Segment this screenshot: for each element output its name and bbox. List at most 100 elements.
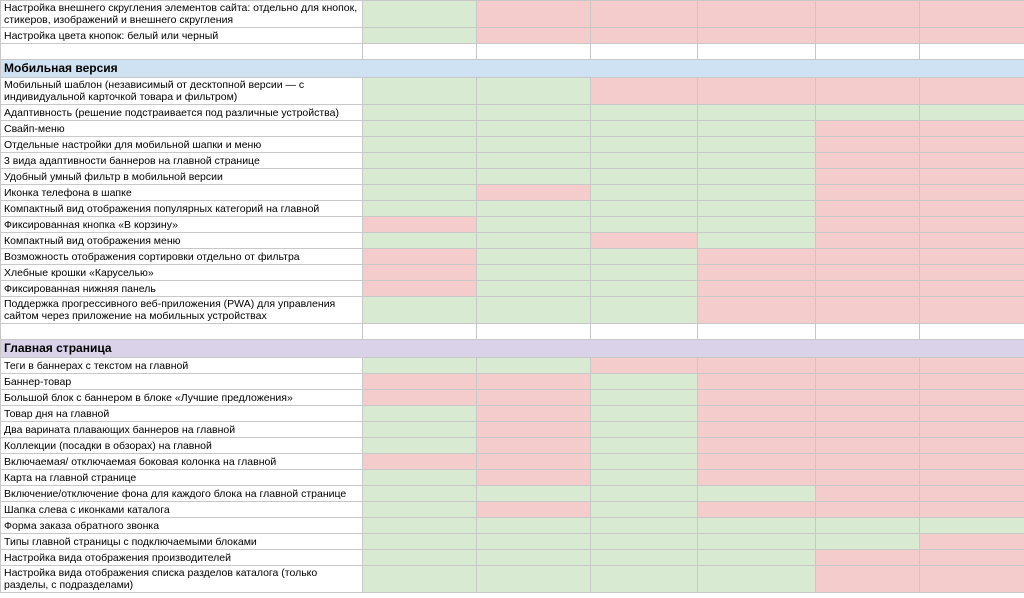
- row: Мобильный шаблон (независимый от десктоп…: [0, 77, 1024, 105]
- status-cell: [590, 469, 698, 486]
- status-cell: [919, 27, 1024, 44]
- status-cell: [815, 389, 920, 406]
- status-cell: [476, 0, 591, 28]
- status-cell: [590, 389, 698, 406]
- status-cell: [590, 27, 698, 44]
- status-cell: [919, 501, 1024, 518]
- status-cell: [590, 517, 698, 534]
- status-cell: [590, 373, 698, 390]
- row: 3 вида адаптивности баннеров на главной …: [0, 152, 1024, 169]
- status-cell: [590, 437, 698, 454]
- status-cell: [476, 296, 591, 324]
- status-cell: [476, 104, 591, 121]
- status-cell: [697, 437, 816, 454]
- feature-label: Фиксированная кнопка «В корзину»: [0, 216, 363, 233]
- status-cell: [697, 469, 816, 486]
- status-cell: [697, 389, 816, 406]
- feature-label: Фиксированная нижняя панель: [0, 280, 363, 297]
- status-cell: [362, 565, 477, 593]
- status-cell: [815, 136, 920, 153]
- row: Главная страница: [0, 339, 1024, 358]
- status-cell: [919, 437, 1024, 454]
- status-cell: [919, 0, 1024, 28]
- status-cell: [919, 389, 1024, 406]
- status-cell: [919, 296, 1024, 324]
- feature-label: Поддержка прогрессивного веб-приложения …: [0, 296, 363, 324]
- feature-label: Свайп-меню: [0, 120, 363, 137]
- status-cell: [697, 216, 816, 233]
- row: Два варината плавающих баннеров на главн…: [0, 421, 1024, 438]
- status-cell: [815, 323, 920, 340]
- status-cell: [697, 405, 816, 422]
- status-cell: [815, 437, 920, 454]
- status-cell: [590, 232, 698, 249]
- status-cell: [919, 405, 1024, 422]
- status-cell: [815, 0, 920, 28]
- status-cell: [919, 549, 1024, 566]
- status-cell: [476, 264, 591, 281]
- status-cell: [476, 136, 591, 153]
- status-cell: [362, 296, 477, 324]
- status-cell: [590, 453, 698, 470]
- status-cell: [362, 216, 477, 233]
- status-cell: [590, 0, 698, 28]
- status-cell: [919, 104, 1024, 121]
- feature-label: Два варината плавающих баннеров на главн…: [0, 421, 363, 438]
- status-cell: [815, 216, 920, 233]
- status-cell: [476, 120, 591, 137]
- status-cell: [476, 405, 591, 422]
- status-cell: [919, 152, 1024, 169]
- status-cell: [590, 120, 698, 137]
- status-cell: [697, 533, 816, 550]
- status-cell: [697, 77, 816, 105]
- status-cell: [919, 136, 1024, 153]
- feature-label: Настройка цвета кнопок: белый или черный: [0, 27, 363, 44]
- status-cell: [476, 323, 591, 340]
- status-cell: [697, 136, 816, 153]
- status-cell: [362, 0, 477, 28]
- status-cell: [697, 296, 816, 324]
- status-cell: [697, 373, 816, 390]
- status-cell: [697, 184, 816, 201]
- status-cell: [919, 280, 1024, 297]
- status-cell: [697, 565, 816, 593]
- feature-label: Теги в баннерах с текстом на главной: [0, 357, 363, 374]
- status-cell: [815, 485, 920, 502]
- status-cell: [697, 357, 816, 374]
- status-cell: [590, 264, 698, 281]
- status-cell: [697, 453, 816, 470]
- status-cell: [815, 405, 920, 422]
- row: Большой блок с баннером в блоке «Лучшие …: [0, 389, 1024, 406]
- status-cell: [590, 549, 698, 566]
- feature-label: Коллекции (посадки в обзорах) на главной: [0, 437, 363, 454]
- status-cell: [815, 357, 920, 374]
- status-cell: [815, 27, 920, 44]
- status-cell: [919, 168, 1024, 185]
- status-cell: [919, 517, 1024, 534]
- status-cell: [590, 357, 698, 374]
- status-cell: [476, 43, 591, 60]
- status-cell: [476, 485, 591, 502]
- status-cell: [362, 248, 477, 265]
- status-cell: [919, 421, 1024, 438]
- row: Шапка слева с иконками каталога: [0, 501, 1024, 518]
- section-header: Мобильная версия: [0, 59, 1024, 78]
- status-cell: [590, 43, 698, 60]
- status-cell: [590, 216, 698, 233]
- status-cell: [362, 373, 477, 390]
- row: Фиксированная нижняя панель: [0, 280, 1024, 297]
- status-cell: [476, 549, 591, 566]
- status-cell: [697, 200, 816, 217]
- status-cell: [476, 565, 591, 593]
- status-cell: [476, 232, 591, 249]
- status-cell: [815, 453, 920, 470]
- feature-label: Настройка внешнего скругления элементов …: [0, 0, 363, 28]
- row: Теги в баннерах с текстом на главной: [0, 357, 1024, 374]
- status-cell: [362, 152, 477, 169]
- status-cell: [697, 280, 816, 297]
- row: Компактный вид отображения меню: [0, 232, 1024, 249]
- status-cell: [815, 421, 920, 438]
